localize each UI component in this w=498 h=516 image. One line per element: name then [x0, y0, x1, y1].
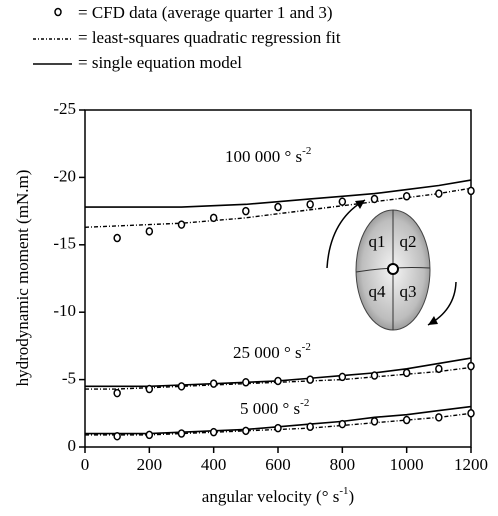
cfd-point	[145, 384, 154, 394]
cfd-point	[467, 361, 475, 371]
cfd-point	[306, 375, 314, 384]
cfd-point	[242, 426, 250, 436]
x-axis-label: angular velocity (° s-1)	[202, 485, 354, 506]
group-label: 5 000 ° s-2	[240, 397, 309, 418]
cfd-point	[338, 419, 347, 429]
y-tick-label: -5	[62, 369, 76, 388]
y-tick-label: 0	[68, 436, 77, 455]
model-line	[85, 179, 472, 208]
cfd-point	[209, 213, 218, 223]
cfd-point	[177, 429, 186, 438]
cfd-point	[242, 206, 250, 216]
legend-label: = single equation model	[78, 53, 242, 72]
legend-symbol	[54, 7, 62, 17]
x-tick-label: 400	[201, 455, 227, 474]
cfd-point	[306, 422, 314, 432]
cfd-point	[145, 227, 154, 236]
x-axis-label-text: )	[349, 487, 355, 506]
y-tick-label: -25	[53, 99, 76, 118]
cfd-point	[402, 415, 411, 425]
cfd-point	[274, 202, 282, 212]
fit-line	[84, 187, 472, 228]
legend-label: = CFD data (average quarter 1 and 3)	[78, 3, 333, 22]
y-tick-label: -10	[53, 301, 76, 320]
arrow-head	[355, 200, 365, 209]
cfd-point	[402, 368, 411, 378]
cfd-point	[435, 364, 443, 374]
x-tick-label: 200	[137, 455, 163, 474]
cfd-point	[467, 409, 475, 418]
legend-label: = least-squares quadratic regression fit	[78, 28, 341, 47]
cfd-point	[370, 194, 379, 204]
y-tick-label: -15	[53, 234, 76, 253]
group-label-text: 25 000 ° s	[233, 343, 302, 362]
x-tick-label: 800	[330, 455, 356, 474]
group-label: 100 000 ° s-2	[225, 145, 311, 166]
inset-label: q3	[400, 282, 417, 301]
cfd-point	[338, 372, 347, 382]
y-tick-label: -20	[53, 166, 76, 185]
cfd-point	[177, 382, 186, 391]
cfd-point	[370, 371, 379, 380]
cfd-point	[306, 200, 314, 209]
rotation-arrow	[427, 281, 457, 326]
x-tick-label: 1000	[390, 455, 424, 474]
arrow-head	[428, 316, 438, 325]
cfd-point	[467, 186, 475, 196]
cfd-point	[113, 388, 121, 398]
cfd-point	[145, 430, 154, 440]
inset: q1 q2 q4 q3	[326, 199, 457, 331]
x-axis-label-text: angular velocity (° s	[202, 487, 340, 506]
cfd-point	[209, 427, 218, 437]
x-tick-label: 0	[81, 455, 90, 474]
cfd-point	[402, 192, 411, 201]
y-axis-label: hydrodynamic moment (mN.m)	[13, 170, 32, 387]
cfd-point	[113, 233, 121, 243]
inset-label: q4	[369, 282, 387, 301]
group-label: 25 000 ° s-2	[233, 341, 311, 362]
cfd-point	[274, 423, 282, 433]
cfd-point	[113, 431, 121, 441]
group-label-text: 5 000 ° s	[240, 399, 300, 418]
x-axis-label-sup: -1	[339, 485, 348, 497]
group-label-sup: -2	[302, 145, 311, 157]
inset-pivot	[387, 263, 399, 275]
cfd-point	[435, 413, 443, 422]
cfd-point	[338, 197, 347, 206]
cfd-point	[242, 378, 250, 387]
cfd-point	[274, 376, 282, 386]
cfd-point	[435, 189, 443, 198]
cfd-point	[209, 379, 218, 388]
inset-label: q1	[369, 232, 386, 251]
group-label-text: 100 000 ° s	[225, 147, 302, 166]
x-tick-label: 600	[265, 455, 291, 474]
group-label-sup: -2	[300, 397, 309, 409]
inset-label: q2	[400, 232, 417, 251]
group-label-sup: -2	[302, 341, 311, 353]
cfd-point	[370, 417, 379, 426]
cfd-point	[177, 220, 186, 229]
x-tick-label: 1200	[454, 455, 488, 474]
